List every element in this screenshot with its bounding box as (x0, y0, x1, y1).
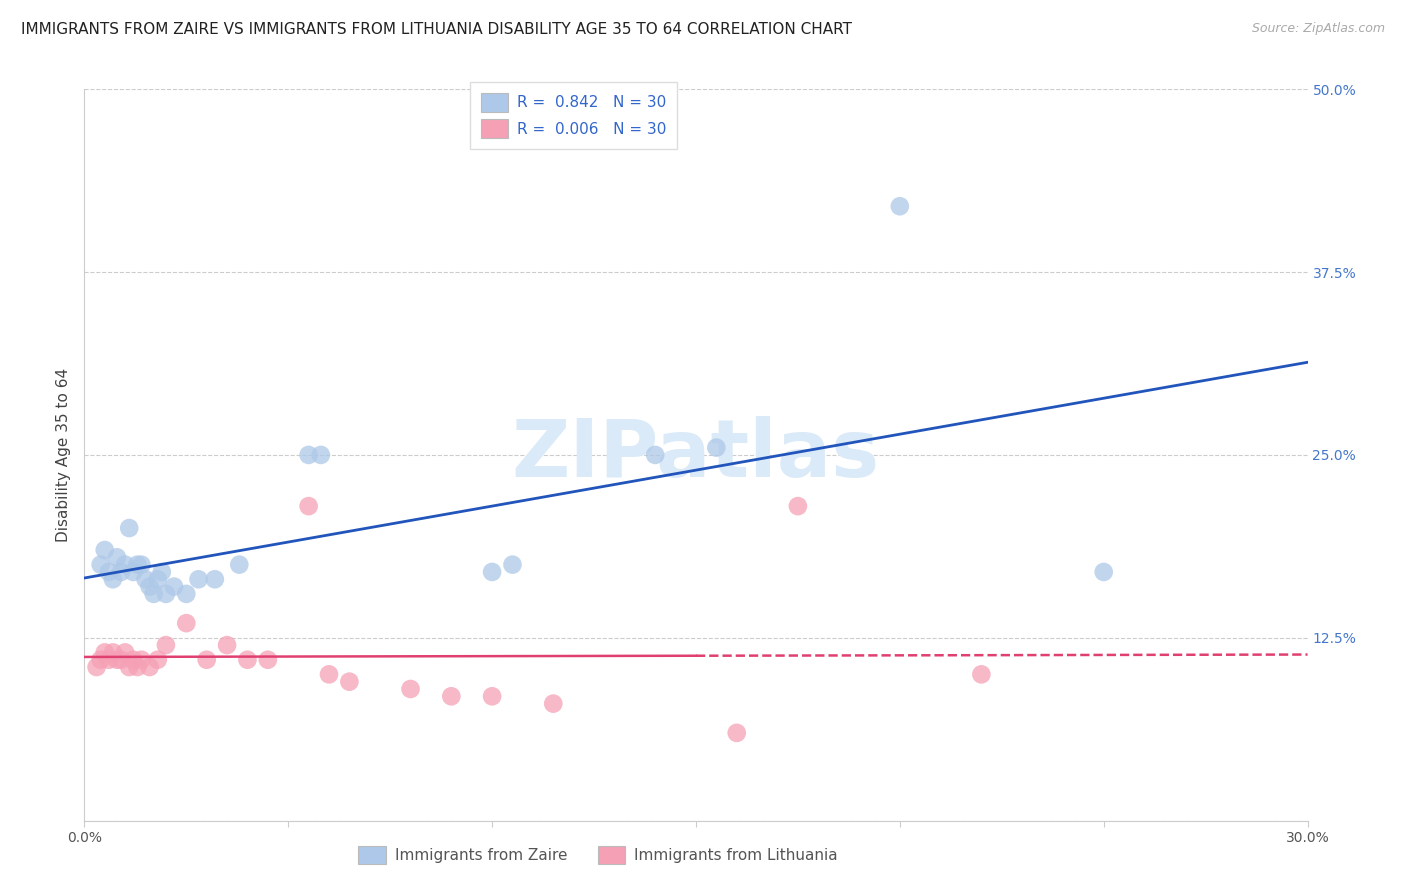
Point (889, 199, 911, 213)
Point (440, 690, 463, 704)
Point (204, 572, 226, 586)
Point (163, 580, 186, 594)
Point (399, 681, 422, 696)
Point (86, 660, 108, 674)
Point (118, 521, 141, 535)
Point (135, 572, 157, 586)
Point (127, 558, 149, 572)
Point (502, 558, 524, 572)
Point (138, 660, 160, 674)
Point (122, 565, 145, 579)
Point (1092, 565, 1115, 579)
Point (105, 550, 128, 565)
Point (93, 543, 115, 558)
Point (787, 499, 810, 513)
Point (146, 572, 169, 586)
Point (155, 587, 177, 601)
Y-axis label: Disability Age 35 to 64: Disability Age 35 to 64 (56, 368, 72, 542)
Point (257, 653, 280, 667)
Point (543, 697, 565, 711)
Point (174, 587, 197, 601)
Point (90, 558, 112, 572)
Point (110, 565, 132, 579)
Point (970, 667, 993, 681)
Point (150, 565, 173, 579)
Point (187, 572, 209, 586)
Point (114, 645, 136, 659)
Point (101, 572, 124, 586)
Point (644, 448, 666, 462)
Point (138, 580, 160, 594)
Point (127, 660, 149, 674)
Point (131, 558, 153, 572)
Point (90, 653, 112, 667)
Point (228, 558, 250, 572)
Point (481, 565, 503, 579)
Point (97, 565, 120, 579)
Point (298, 448, 321, 462)
Point (142, 587, 165, 601)
Point (146, 653, 169, 667)
Point (217, 638, 239, 652)
Point (118, 660, 141, 674)
Point (318, 667, 340, 681)
Text: Source: ZipAtlas.com: Source: ZipAtlas.com (1251, 22, 1385, 36)
Legend: Immigrants from Zaire, Immigrants from Lithuania: Immigrants from Zaire, Immigrants from L… (359, 846, 838, 864)
Point (309, 448, 332, 462)
Point (339, 674, 361, 689)
Point (155, 638, 177, 652)
Point (114, 558, 136, 572)
Point (195, 653, 218, 667)
Point (105, 653, 128, 667)
Text: ZIPatlas: ZIPatlas (512, 416, 880, 494)
Point (110, 653, 132, 667)
Point (725, 726, 748, 740)
Point (481, 690, 503, 704)
Point (93, 645, 115, 659)
Point (298, 499, 321, 513)
Point (236, 653, 259, 667)
Point (101, 645, 124, 659)
Point (131, 653, 153, 667)
Point (122, 653, 145, 667)
Text: IMMIGRANTS FROM ZAIRE VS IMMIGRANTS FROM LITHUANIA DISABILITY AGE 35 TO 64 CORRE: IMMIGRANTS FROM ZAIRE VS IMMIGRANTS FROM… (21, 22, 852, 37)
Point (174, 616, 197, 631)
Point (706, 441, 728, 455)
Point (97, 653, 120, 667)
